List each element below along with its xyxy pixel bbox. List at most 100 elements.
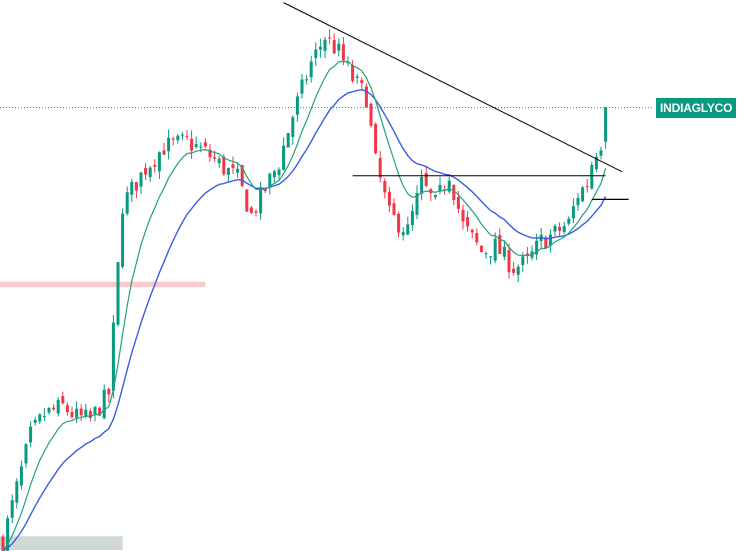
candle [502, 241, 506, 261]
candle [38, 413, 42, 424]
candle-body [576, 198, 580, 206]
candle-body [29, 426, 33, 443]
candle [470, 229, 474, 239]
candle-body [521, 256, 525, 266]
candle [107, 387, 111, 403]
candle-body [397, 213, 401, 233]
candle [576, 193, 580, 211]
candle-body [512, 268, 516, 273]
candle [461, 204, 465, 230]
candle-body [590, 165, 594, 189]
drawings-layer [283, 2, 629, 201]
candle-body [38, 414, 42, 422]
candle-body [61, 396, 65, 404]
candle-body [594, 156, 598, 170]
candle [475, 228, 479, 246]
candle [433, 194, 437, 200]
candle [415, 185, 419, 220]
candle [33, 416, 37, 426]
candle-body [406, 224, 410, 235]
candle-body [378, 157, 382, 178]
demand-zone [0, 536, 123, 550]
candle-body [295, 96, 299, 115]
candle [93, 406, 97, 422]
candle [291, 115, 295, 145]
candle [295, 92, 299, 122]
candle-body [277, 169, 281, 176]
candle-body [392, 203, 396, 215]
candle-body [585, 186, 589, 188]
candle-body [10, 500, 14, 518]
candle [254, 209, 258, 217]
candle-body [171, 138, 175, 140]
candle-body [452, 184, 456, 201]
candle [259, 181, 263, 220]
candle [47, 407, 51, 415]
candle [512, 261, 516, 276]
candle-body [222, 156, 226, 175]
candle-body [346, 62, 350, 64]
candle [374, 122, 378, 155]
candle-body [88, 411, 92, 418]
candle [585, 178, 589, 193]
candle-body [286, 133, 290, 148]
candle-body [254, 211, 258, 213]
candle [392, 198, 396, 216]
zones-layer [0, 281, 206, 550]
candle [351, 60, 355, 83]
candle [383, 178, 387, 199]
candle [19, 460, 23, 490]
candle [42, 408, 46, 422]
candle-body [42, 416, 46, 418]
candle [355, 73, 359, 84]
symbol-price-badge[interactable]: INDIAGLYCO [656, 97, 737, 118]
candle-body [240, 165, 244, 186]
candle-body [337, 43, 341, 51]
candle [406, 216, 410, 236]
candle-body [493, 238, 497, 261]
candle-body [305, 79, 309, 81]
candle [226, 167, 230, 182]
candle-body [33, 419, 37, 423]
candle [452, 184, 456, 206]
candle-body [475, 233, 479, 243]
candle [65, 402, 69, 416]
candle [567, 216, 571, 226]
candle [332, 33, 336, 55]
candle [397, 211, 401, 238]
candle-body [544, 237, 548, 249]
candle [424, 165, 428, 188]
candle-body [447, 180, 451, 192]
candle-body [424, 173, 428, 186]
supply-zone [0, 281, 206, 288]
candle [176, 133, 180, 144]
candle-body [52, 407, 56, 410]
candle [121, 208, 125, 269]
candle-body [507, 249, 511, 273]
candle-body [470, 229, 474, 233]
candle-body [309, 61, 313, 78]
candle-body [328, 37, 332, 39]
candle-body [387, 191, 391, 206]
candle [599, 146, 603, 160]
candle [318, 38, 322, 58]
candle [341, 36, 345, 66]
candle [144, 163, 148, 181]
candle-body [314, 49, 318, 58]
candle-body [24, 444, 28, 464]
candle-body [79, 408, 83, 416]
candle [208, 144, 212, 162]
candle-body [93, 407, 97, 415]
candle [530, 245, 534, 261]
candle-body [111, 322, 115, 391]
candle-body [341, 44, 345, 61]
candle [447, 176, 451, 194]
candle [420, 169, 424, 201]
candle [185, 130, 189, 141]
candle-body [479, 245, 483, 253]
candle [153, 159, 157, 173]
candle [79, 404, 83, 422]
candle [134, 182, 138, 199]
candle-body [102, 389, 106, 419]
